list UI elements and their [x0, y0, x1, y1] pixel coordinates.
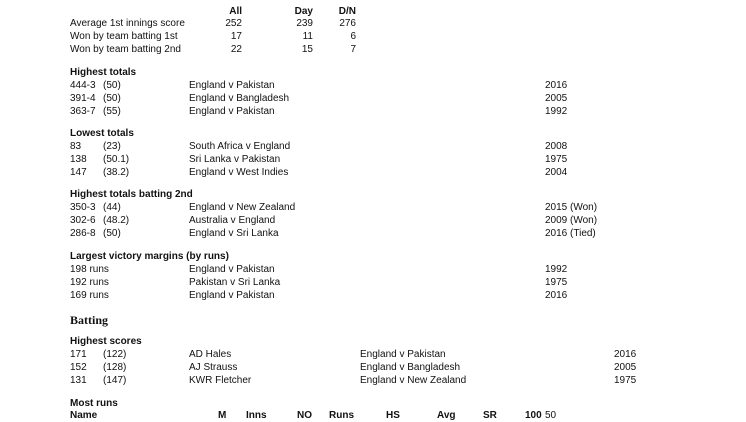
hs-player: AJ Strauss — [189, 362, 238, 373]
hs-year: 2016 — [614, 349, 637, 360]
total-year: 2005 — [545, 93, 568, 104]
total-year: 2016 (Tied) — [545, 228, 596, 239]
margin-match: England v Pakistan — [189, 264, 275, 275]
total-match: England v West Indies — [189, 167, 289, 178]
summary-value: 239 — [296, 18, 313, 29]
summary-value: 6 — [350, 31, 356, 42]
col-header-dn: D/N — [338, 6, 356, 17]
total-match: England v Pakistan — [189, 106, 275, 117]
margin-year: 1992 — [545, 264, 568, 275]
hs-match: England v Bangladesh — [360, 362, 461, 373]
hs-balls: (128) — [103, 362, 127, 373]
summary-value: 15 — [301, 44, 313, 55]
total-overs: (55) — [103, 106, 121, 117]
hs-balls: (147) — [103, 375, 127, 386]
total-match: Australia v England — [189, 215, 276, 226]
total-year: 2016 — [545, 80, 568, 91]
section-title-highest-scores: Highest scores — [70, 336, 142, 347]
col-header-avg: Avg — [437, 410, 456, 421]
total-year: 1992 — [545, 106, 568, 117]
section-title-lowest-totals: Lowest totals — [70, 128, 134, 139]
col-header-runs: Runs — [329, 410, 354, 421]
hs-player: AD Hales — [189, 349, 232, 360]
section-title-highest-totals-batting-2nd: Highest totals batting 2nd — [70, 189, 193, 200]
summary-value: 17 — [230, 31, 242, 42]
col-header-hs: HS — [386, 410, 400, 421]
total-overs: (50) — [103, 93, 121, 104]
summary-value: 22 — [230, 44, 242, 55]
total-year: 2004 — [545, 167, 568, 178]
batting-heading: Batting — [70, 313, 109, 327]
total-overs: (38.2) — [103, 167, 130, 178]
total-score: 363-7 — [70, 106, 96, 117]
total-score: 286-8 — [70, 228, 96, 239]
margin-year: 1975 — [545, 277, 568, 288]
margin-year: 2016 — [545, 290, 568, 301]
summary-value: 252 — [225, 18, 242, 29]
total-match: South Africa v England — [189, 141, 291, 152]
summary-value: 11 — [302, 31, 313, 42]
hs-player: KWR Fletcher — [189, 375, 252, 386]
hs-score: 131 — [70, 375, 87, 386]
col-header-all: All — [229, 6, 242, 17]
total-year: 2008 — [545, 141, 568, 152]
col-header-m: M — [218, 410, 227, 421]
summary-row-label: Average 1st innings score — [70, 18, 185, 29]
total-match: Sri Lanka v Pakistan — [189, 154, 281, 165]
hs-match: England v New Zealand — [360, 375, 467, 386]
total-match: England v Sri Lanka — [189, 228, 279, 239]
total-score: 147 — [70, 167, 87, 178]
total-match: England v Bangladesh — [189, 93, 290, 104]
hs-match: England v Pakistan — [360, 349, 446, 360]
total-overs: (50.1) — [103, 154, 130, 165]
col-header-no: NO — [297, 410, 312, 421]
summary-row-label: Won by team batting 2nd — [70, 44, 181, 55]
total-score: 444-3 — [70, 80, 96, 91]
section-title-highest-totals: Highest totals — [70, 67, 137, 78]
total-score: 138 — [70, 154, 87, 165]
total-score: 350-3 — [70, 202, 96, 213]
total-overs: (50) — [103, 80, 121, 91]
hs-year: 1975 — [614, 375, 637, 386]
section-title-most-runs: Most runs — [70, 398, 118, 409]
total-year: 1975 — [545, 154, 568, 165]
total-score: 391-4 — [70, 93, 96, 104]
total-score: 83 — [70, 141, 82, 152]
margin-runs: 198 runs — [70, 264, 109, 275]
hs-balls: (122) — [103, 349, 127, 360]
summary-value: 7 — [350, 44, 356, 55]
col-header-100: 100 — [525, 410, 542, 421]
col-header-name: Name — [70, 410, 98, 421]
margin-match: Pakistan v Sri Lanka — [189, 277, 281, 288]
total-match: England v Pakistan — [189, 80, 275, 91]
margin-runs: 169 runs — [70, 290, 109, 301]
col-header-50: 50 — [545, 410, 557, 421]
total-overs: (50) — [103, 228, 121, 239]
col-header-sr: SR — [483, 410, 497, 421]
summary-value: 276 — [339, 18, 356, 29]
total-score: 302-6 — [70, 215, 96, 226]
hs-score: 171 — [70, 349, 87, 360]
total-overs: (48.2) — [103, 215, 130, 226]
total-overs: (23) — [103, 141, 121, 152]
summary-row-label: Won by team batting 1st — [70, 31, 178, 42]
total-match: England v New Zealand — [189, 202, 296, 213]
col-header-day: Day — [294, 6, 313, 17]
col-header-inns: Inns — [246, 410, 267, 421]
margin-match: England v Pakistan — [189, 290, 275, 301]
total-year: 2009 (Won) — [545, 215, 598, 226]
total-overs: (44) — [103, 202, 121, 213]
section-title-largest-victory-margins: Largest victory margins (by runs) — [70, 251, 229, 262]
hs-year: 2005 — [614, 362, 637, 373]
total-year: 2015 (Won) — [545, 202, 598, 213]
hs-score: 152 — [70, 362, 87, 373]
margin-runs: 192 runs — [70, 277, 109, 288]
